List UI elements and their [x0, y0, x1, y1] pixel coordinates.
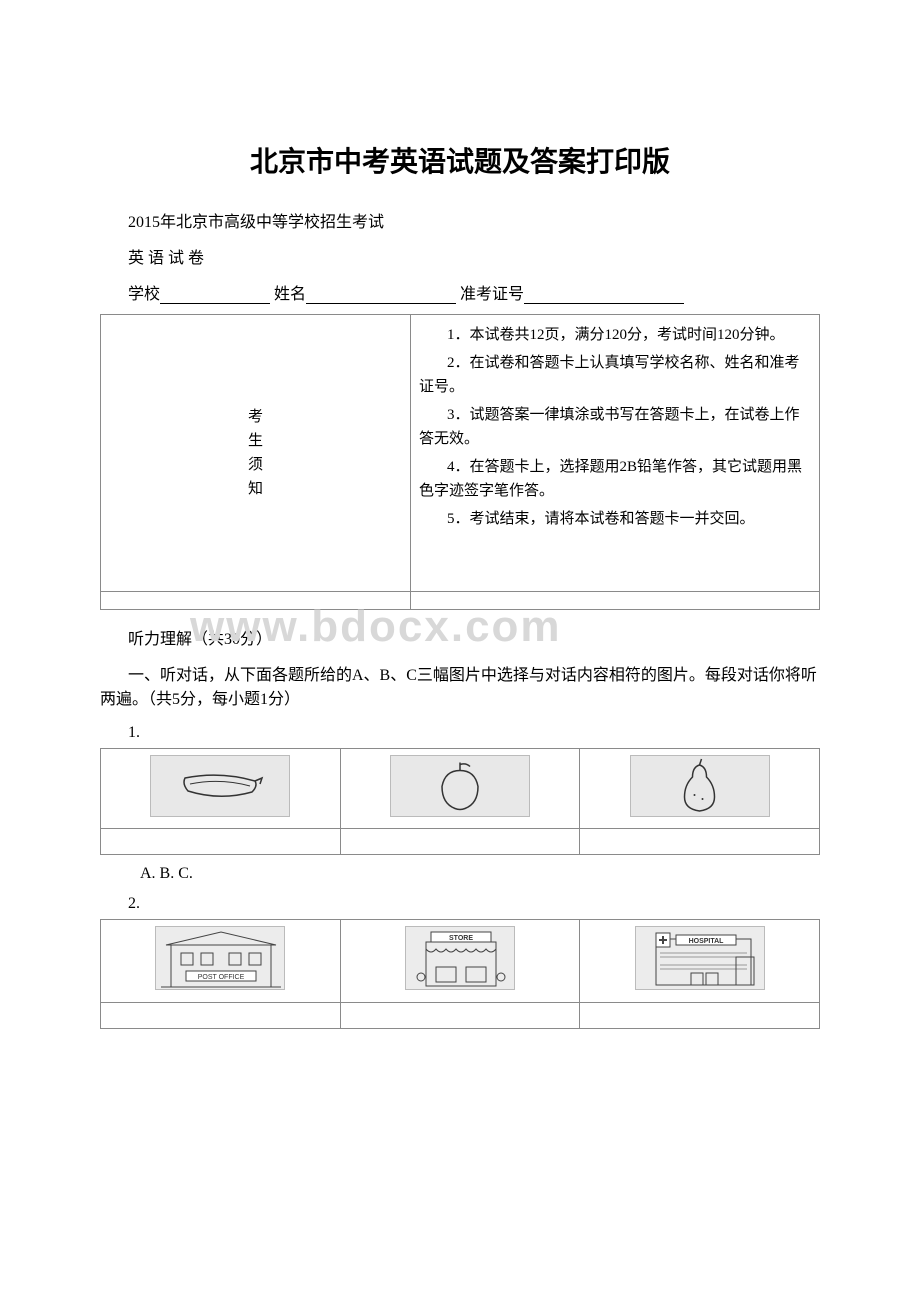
name-blank[interactable] [306, 286, 456, 304]
hospital-icon: HOSPITAL [636, 927, 766, 991]
notice-char-1: 考 [109, 405, 402, 429]
name-label: 姓名 [274, 286, 306, 303]
q1-empty-a [101, 829, 341, 855]
banana-icon [170, 766, 270, 806]
q1-image-b [340, 749, 580, 829]
q1-image-table [100, 748, 820, 855]
pear-sketch [630, 755, 770, 817]
q2-label: 2. [100, 895, 820, 913]
hospital-label: HOSPITAL [688, 938, 724, 945]
notice-item-4: 4．在答题卡上，选择题用2B铅笔作答，其它试题用黑色字迹签字笔作答。 [419, 455, 811, 503]
postoffice-label: POST OFFICE [198, 974, 245, 981]
store-sketch: STORE [405, 926, 515, 990]
q1-label: 1. [100, 724, 820, 742]
postoffice-icon: POST OFFICE [156, 927, 286, 991]
store-icon: STORE [406, 927, 516, 991]
q2-empty-b [340, 1003, 580, 1029]
apple-sketch [390, 755, 530, 817]
paper-label: 英 语 试 卷 [100, 244, 820, 268]
listening-header: 听力理解（共30分） [100, 628, 820, 652]
notice-empty-left [101, 592, 411, 610]
pear-icon [672, 757, 727, 815]
hospital-sketch: HOSPITAL [635, 926, 765, 990]
store-label: STORE [449, 935, 473, 942]
q2-empty-a [101, 1003, 341, 1029]
q2-image-table: POST OFFICE STORE [100, 919, 820, 1029]
notice-content: 1．本试卷共12页，满分120分，考试时间120分钟。 2．在试卷和答题卡上认真… [411, 315, 820, 592]
q2-empty-c [580, 1003, 820, 1029]
notice-item-3: 3．试题答案一律填涂或书写在答题卡上，在试卷上作答无效。 [419, 403, 811, 451]
notice-item-5: 5．考试结束，请将本试卷和答题卡一并交回。 [419, 507, 811, 531]
notice-item-2: 2．在试卷和答题卡上认真填写学校名称、姓名和准考证号。 [419, 351, 811, 399]
banana-sketch [150, 755, 290, 817]
listening-instruction: 一、听对话，从下面各题所给的A、B、C三幅图片中选择与对话内容相符的图片。每段对… [100, 664, 820, 712]
notice-left-header: 考 生 须 知 [101, 315, 411, 592]
notice-empty-right [411, 592, 820, 610]
notice-char-3: 须 [109, 453, 402, 477]
page-title: 北京市中考英语试题及答案打印版 [100, 140, 820, 180]
school-label: 学校 [128, 286, 160, 303]
q1-options: A. B. C. [100, 865, 820, 883]
notice-table: 考 生 须 知 1．本试卷共12页，满分120分，考试时间120分钟。 2．在试… [100, 314, 820, 610]
apple-icon [430, 759, 490, 814]
q2-image-a: POST OFFICE [101, 920, 341, 1003]
notice-char-2: 生 [109, 429, 402, 453]
info-fields: 学校 姓名 准考证号 [100, 280, 820, 304]
q1-empty-c [580, 829, 820, 855]
admission-blank[interactable] [524, 286, 684, 304]
school-blank[interactable] [160, 286, 270, 304]
q1-image-c [580, 749, 820, 829]
notice-item-1: 1．本试卷共12页，满分120分，考试时间120分钟。 [419, 323, 811, 347]
notice-char-4: 知 [109, 477, 402, 501]
q1-image-a [101, 749, 341, 829]
q1-empty-b [340, 829, 580, 855]
q2-image-b: STORE [340, 920, 580, 1003]
exam-subtitle: 2015年北京市高级中等学校招生考试 [100, 208, 820, 232]
postoffice-sketch: POST OFFICE [155, 926, 285, 990]
admission-label: 准考证号 [460, 286, 524, 303]
q2-image-c: HOSPITAL [580, 920, 820, 1003]
